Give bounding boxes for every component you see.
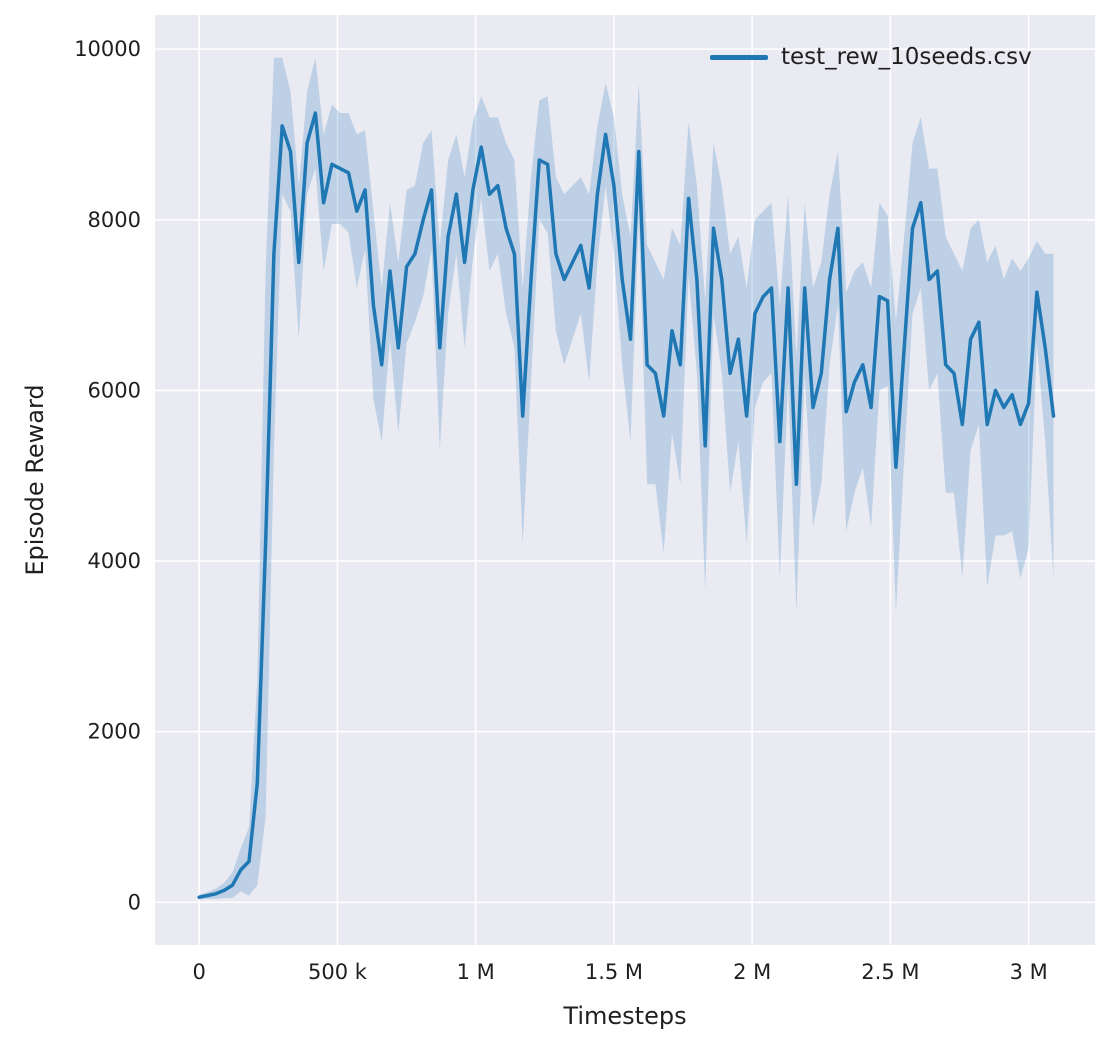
x-tick-label: 0 <box>193 960 206 984</box>
plot-area <box>155 15 1095 945</box>
legend-line-marker <box>710 54 768 60</box>
legend: test_rew_10seeds.csv <box>710 44 1032 70</box>
x-tick-label: 2 M <box>733 960 771 984</box>
y-tick-label: 6000 <box>88 378 141 402</box>
legend-label: test_rew_10seeds.csv <box>781 44 1032 70</box>
y-tick-label: 4000 <box>88 549 141 573</box>
x-tick-label: 1 M <box>457 960 495 984</box>
series-line <box>197 111 1056 899</box>
y-tick-label: 2000 <box>88 720 141 744</box>
x-tick-label: 3 M <box>1010 960 1048 984</box>
x-axis-label: Timesteps <box>563 1002 687 1030</box>
y-tick-label: 10000 <box>74 37 141 61</box>
y-tick-label: 8000 <box>88 208 141 232</box>
x-tick-label: 2.5 M <box>861 960 919 984</box>
x-tick-label: 500 k <box>308 960 368 984</box>
x-tick-label: 1.5 M <box>585 960 643 984</box>
y-axis-label: Episode Reward <box>21 384 49 576</box>
y-tick-label: 0 <box>128 890 141 914</box>
